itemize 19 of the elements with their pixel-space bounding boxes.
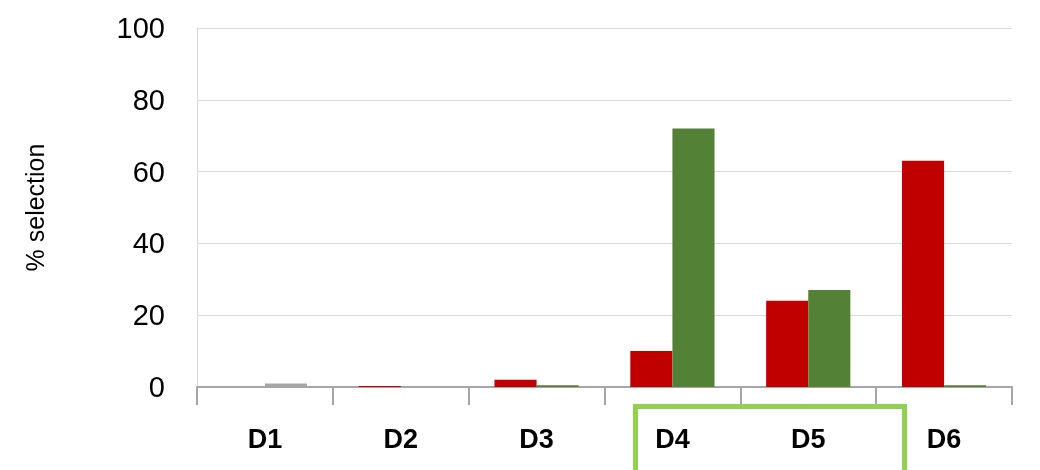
y-tick-label: 40 — [132, 227, 165, 260]
x-tick-label: D3 — [519, 423, 554, 454]
y-tick-label: 60 — [132, 155, 165, 188]
x-tick-label: D4 — [655, 423, 690, 454]
bar — [630, 351, 673, 387]
x-tick-label: D5 — [790, 423, 826, 454]
bar — [808, 290, 851, 387]
y-tick-label: 20 — [132, 299, 165, 332]
bar — [766, 300, 809, 387]
x-tick-label: D1 — [247, 423, 283, 454]
y-tick-label: 80 — [132, 83, 165, 116]
bar — [672, 128, 715, 387]
bar — [494, 379, 537, 387]
y-tick-label: 100 — [116, 12, 165, 44]
x-tick-label: D2 — [383, 423, 419, 454]
bar — [901, 160, 945, 387]
y-tick-label: 0 — [148, 371, 165, 403]
x-tick-label: D6 — [926, 423, 962, 454]
y-axis-title: % selection — [20, 143, 49, 272]
